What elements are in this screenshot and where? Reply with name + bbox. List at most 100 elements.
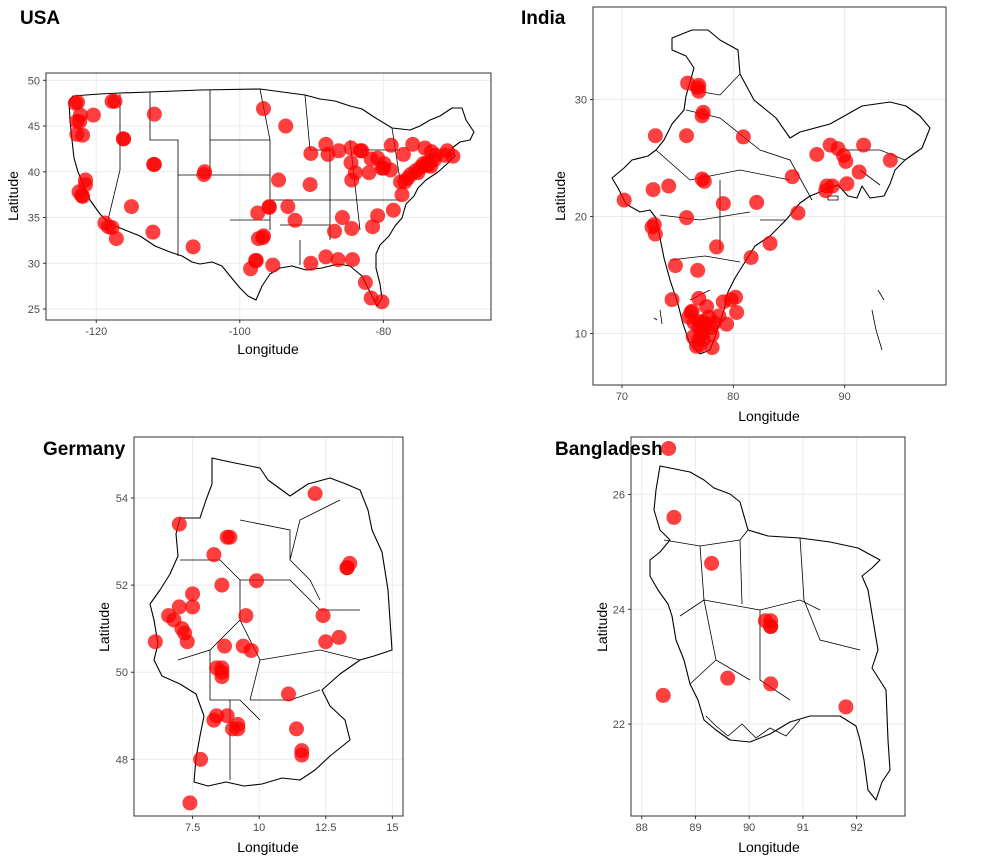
germany-location-point: [280, 686, 296, 702]
usa-location-point: [405, 136, 421, 152]
usa-location-point: [357, 274, 373, 290]
bangladesh-y-tick-label: 22: [613, 719, 625, 731]
india-location-point: [729, 304, 745, 320]
usa-y-tick-label: 45: [28, 121, 40, 133]
india-x-tick-label: 90: [839, 391, 851, 403]
india-x-tick-label: 80: [727, 391, 739, 403]
usa-location-point: [123, 199, 139, 215]
india-y-tick-label: 20: [575, 211, 587, 223]
usa-location-point: [265, 257, 281, 273]
usa-location-point: [146, 106, 162, 122]
india-location-point: [704, 340, 720, 356]
bangladesh-location-point: [666, 509, 682, 525]
germany-location-point: [315, 608, 331, 624]
bangladesh-location-point: [720, 670, 736, 686]
usa-location-point: [361, 165, 377, 181]
germany-x-tick-label: 12.5: [315, 822, 336, 834]
germany-panel-border: [133, 436, 404, 817]
usa-location-point: [116, 131, 132, 147]
usa-location-point: [344, 221, 360, 237]
usa-location-point: [383, 137, 399, 153]
germany-location-point: [171, 516, 187, 532]
bangladesh-x-tick-label: 90: [743, 822, 755, 834]
bangladesh-location-point: [661, 440, 677, 456]
usa-location-point: [255, 101, 271, 117]
bangladesh-outline: [649, 465, 891, 801]
bangladesh-x-tick-label: 88: [636, 822, 648, 834]
germany-location-point: [307, 486, 323, 502]
india-location-point: [683, 304, 699, 320]
usa-x-tick-label: -80: [375, 326, 391, 338]
germany-location-point: [243, 642, 259, 658]
usa-x-tick-label: -120: [85, 326, 107, 338]
india-y-tick-label: 30: [575, 94, 587, 106]
usa-y-tick-label: 30: [28, 258, 40, 270]
bangladesh-x-tick-label: 91: [797, 822, 809, 834]
usa-location-point: [97, 215, 113, 231]
usa-location-point: [74, 188, 90, 204]
usa-location-point: [318, 136, 334, 152]
bangladesh-y-tick-label: 24: [613, 604, 625, 616]
india-location-point: [784, 169, 800, 185]
india-y-axis-title: Latitude: [552, 171, 568, 221]
bangladesh-location-point: [838, 699, 854, 715]
germany-x-tick-label: 10: [253, 822, 265, 834]
india-location-point: [661, 178, 677, 194]
germany-location-point: [182, 795, 198, 811]
usa-location-point: [185, 239, 201, 255]
usa-location-point: [344, 252, 360, 268]
germany-location-point: [185, 586, 201, 602]
usa-panel-border: [45, 72, 492, 321]
bangladesh-y-axis-title: Latitude: [594, 602, 610, 652]
india-location-point: [692, 337, 708, 353]
india-location-point: [647, 128, 663, 144]
usa-location-point: [248, 253, 264, 269]
germany-x-tick-label: 7.5: [185, 822, 200, 834]
india-x-tick-label: 70: [616, 391, 628, 403]
bangladesh-location-point: [763, 676, 779, 692]
usa-location-point: [278, 118, 294, 134]
usa-location-point: [302, 177, 318, 193]
germany-x-tick-label: 15: [386, 822, 398, 834]
usa-location-point: [261, 199, 277, 215]
germany-location-point: [209, 708, 225, 724]
germany-y-tick-label: 48: [116, 754, 128, 766]
india-location-point: [646, 217, 662, 233]
india-location-point: [679, 128, 695, 144]
germany-location-point: [294, 747, 310, 763]
india-location-point: [824, 178, 840, 194]
usa-location-point: [107, 93, 123, 109]
germany-location-point: [222, 529, 238, 545]
bangladesh-panel-title: Bangladesh: [555, 439, 663, 460]
usa-location-point: [327, 223, 343, 239]
usa-location-point: [250, 231, 266, 247]
usa-location-point: [318, 249, 334, 265]
bangladesh-x-tick-label: 92: [851, 822, 863, 834]
bangladesh-x-axis-title: Longitude: [738, 839, 800, 855]
germany-location-point: [219, 708, 235, 724]
germany-location-point: [288, 721, 304, 737]
bangladesh-y-tick-label: 26: [613, 489, 625, 501]
germany-location-point: [147, 634, 163, 650]
usa-location-point: [69, 126, 85, 142]
india-location-point: [790, 205, 806, 221]
india-location-point: [701, 309, 717, 325]
germany-location-point: [249, 573, 265, 589]
usa-y-tick-label: 25: [28, 304, 40, 316]
usa-location-point: [287, 212, 303, 228]
germany-map-panel: Germany 7.5 10 12.5 15 48 50 52 54 Longitude La…: [43, 436, 404, 855]
usa-location-point: [394, 187, 410, 203]
germany-y-tick-label: 54: [116, 493, 128, 505]
usa-location-point: [417, 140, 433, 156]
usa-location-point: [250, 205, 266, 221]
usa-location-point: [145, 224, 161, 240]
india-location-point: [690, 262, 706, 278]
india-location-point: [696, 173, 712, 189]
germany-outline: [149, 457, 393, 787]
india-location-point: [743, 249, 759, 265]
india-location-point: [691, 77, 707, 93]
usa-location-point: [303, 146, 319, 162]
india-location-point: [749, 194, 765, 210]
india-location-point: [719, 316, 735, 332]
usa-location-point: [445, 148, 461, 164]
